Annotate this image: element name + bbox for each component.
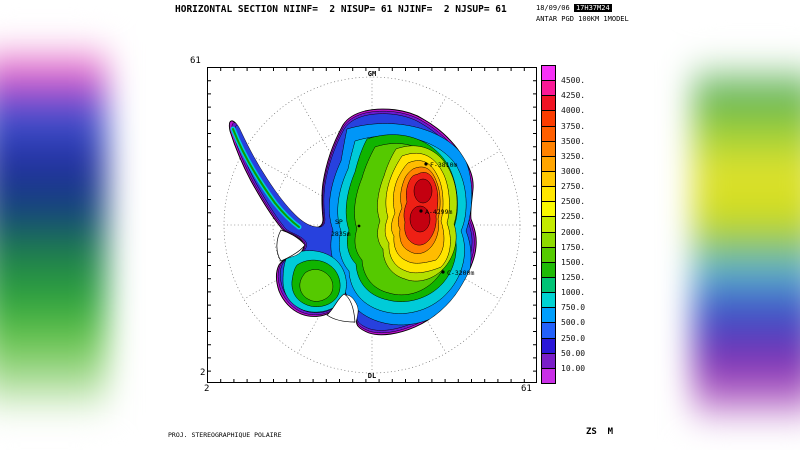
colorbar-swatch (541, 367, 556, 384)
dome-a-label: A-4299m (425, 208, 452, 216)
colorbar-tick-label: 3250. (561, 151, 586, 161)
colorbar-tick-label: 2750. (561, 182, 586, 192)
colorbar-swatch: 4250. (541, 80, 585, 100)
x-axis-min-label: 2 (204, 384, 210, 394)
colorbar-swatch: 4500. (541, 65, 585, 85)
antarctica-contour-map: GM DL SP 2835m F-3810m A-4299m C-3200m (207, 67, 537, 383)
colorbar-swatch: 1500. (541, 246, 585, 267)
colorbar-swatch: 500.0 (541, 307, 585, 327)
colorbar-swatch: 2750. (541, 170, 585, 191)
colorbar-tick-label: 4250. (561, 91, 586, 101)
greenwich-meridian-label: GM (368, 70, 376, 78)
colorbar-swatch: 3500. (541, 125, 585, 146)
colorbar-tick-label: 1750. (561, 242, 586, 252)
field-units-label: ZS M (586, 427, 614, 437)
colorbar-tick-label: 1000. (561, 288, 586, 298)
colorbar-swatch: 2250. (541, 201, 585, 221)
south-pole-marker (357, 224, 361, 228)
colorbar-swatch: 3000. (541, 155, 585, 176)
date-line-label: DL (368, 372, 376, 380)
x-axis-max-label: 61 (521, 384, 532, 394)
model-info-label: ANTAR PGD 100KM 1MODEL (536, 15, 629, 23)
colorbar-swatch: 1250. (541, 261, 585, 282)
colorbar-swatch: 2500. (541, 186, 585, 206)
graticule-radial-lines (224, 77, 520, 373)
colorbar-tick-label: 50.00 (561, 348, 586, 358)
colorbar-swatch: 4000. (541, 95, 585, 115)
colorbar-tick-label: 3500. (561, 136, 586, 146)
colorbar-swatch: 2000. (541, 216, 585, 237)
plot-header-info: 18/09/06 17H37M24 ANTAR PGD 100KM 1MODEL (536, 3, 629, 25)
colorbar-tick-label: 10.00 (561, 363, 586, 373)
colorbar-tick-label: 2250. (561, 212, 586, 222)
colorbar-swatch: 750.0 (541, 292, 585, 312)
colorbar-swatch: 3750. (541, 110, 585, 131)
colorbar-swatch: 250.0 (541, 322, 585, 343)
west-band-green2 (299, 269, 334, 302)
colorbar-tick-label: 1500. (561, 257, 586, 267)
contour-bands (230, 110, 475, 334)
colorbar-tick-label: 1250. (561, 272, 586, 282)
projection-label: PROJ. STEREOGRAPHIQUE POLAIRE (168, 431, 282, 439)
colorbar-tick-label: 2500. (561, 197, 586, 207)
ronne-ice-shelf (276, 229, 306, 262)
dome-a-marker (419, 209, 423, 213)
colorbar-swatch: 3250. (541, 140, 585, 161)
south-pole-label: SP (335, 218, 343, 226)
colorbar-tick-label: 500.0 (561, 318, 586, 328)
colorbar-swatch: 10.00 (541, 352, 585, 373)
ross-ice-shelf (326, 293, 356, 323)
colorbar: 4500. 4250. 4000. 3750. 3500. 3250. 3000. 2750.… (541, 65, 585, 384)
colorbar-tick-label: 4000. (561, 106, 586, 116)
dome-c-marker (441, 270, 445, 274)
peninsula-ridge-green (232, 128, 300, 228)
dome-c-label: C-3200m (447, 269, 474, 277)
colorbar-swatch: 50.00 (541, 337, 585, 358)
contour-peak-dome-a (409, 205, 431, 233)
colorbar-tick-label: 4500. (561, 76, 586, 86)
contour-peak-dome-f (413, 178, 433, 204)
colorbar-tick-label: 750.0 (561, 303, 586, 313)
time-label: 17H37M24 (573, 4, 612, 12)
plot-frame (207, 67, 537, 383)
plot-title: HORIZONTAL SECTION NIINF= 2 NISUP= 61 NJ… (175, 4, 507, 15)
right-blur-strip (693, 0, 800, 450)
colorbar-swatch: 1750. (541, 231, 585, 252)
colorbar-tick-label: 3000. (561, 166, 586, 176)
dome-f-label: F-3810m (430, 161, 457, 169)
y-axis-min-label: 2 (200, 368, 206, 378)
colorbar-tick-label: 250.0 (561, 333, 586, 343)
south-pole-elevation: 2835m (331, 230, 351, 238)
map-annotations: GM DL SP 2835m F-3810m A-4299m C-3200m (331, 70, 474, 380)
colorbar-tick-label: 3750. (561, 121, 586, 131)
colorbar-swatch: 1000. (541, 276, 585, 297)
date-label: 18/09/06 (536, 4, 570, 12)
y-axis-max-label: 61 (190, 56, 201, 66)
left-blur-strip (0, 0, 107, 450)
dome-f-marker (424, 162, 428, 166)
colorbar-tick-label: 2000. (561, 227, 586, 237)
